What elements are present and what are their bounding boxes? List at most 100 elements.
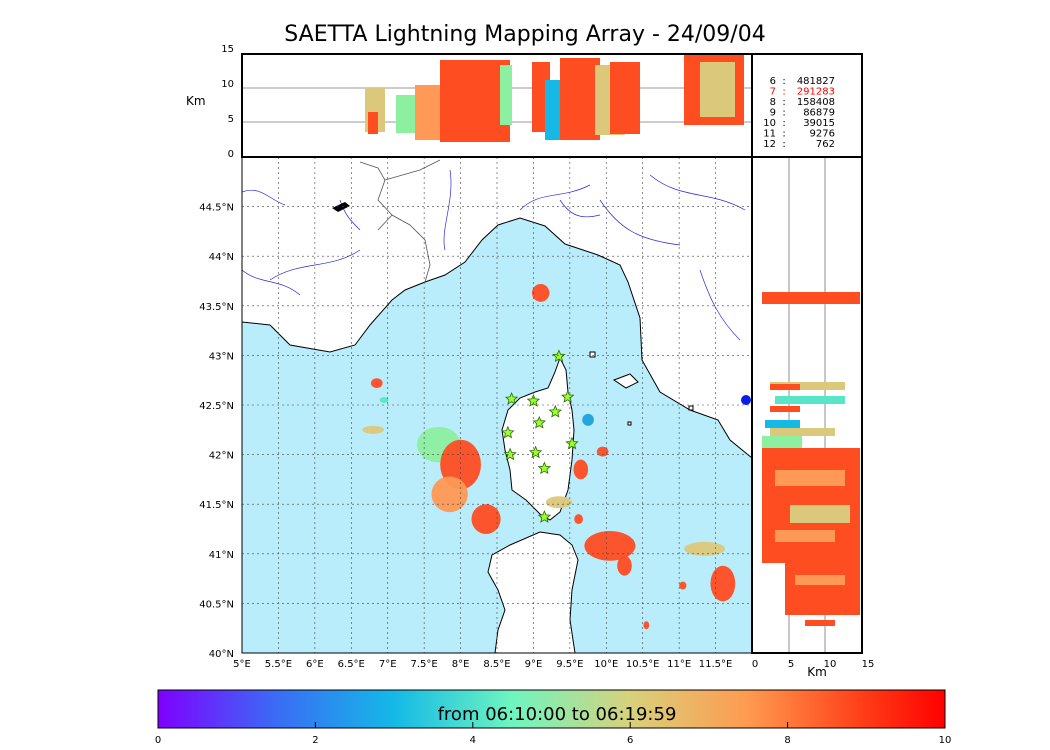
corsica-island: [501, 356, 575, 521]
lon-tick-label: 7°E: [379, 659, 397, 670]
top-ytick-10: 10: [221, 79, 234, 90]
lightning-cluster: [643, 621, 650, 630]
lightning-cluster: [679, 581, 687, 590]
station-star: [501, 425, 515, 439]
station-star: [561, 390, 575, 403]
count-value: 39015: [803, 118, 835, 129]
sardinia-island: [487, 531, 579, 653]
chart-title: SAETTA Lightning Mapping Array - 24/09/0…: [284, 22, 766, 47]
station-star: [532, 415, 547, 429]
count-label: 12: [763, 139, 776, 150]
lightning-cluster: [596, 446, 609, 457]
lat-tick-label: 43.5°N: [199, 302, 234, 313]
lightning-cluster: [574, 514, 583, 525]
top-ytick-15: 15: [221, 44, 234, 55]
map-panel: [241, 156, 753, 654]
count-value: 291283: [797, 87, 835, 98]
colorbar-ticks: 0 2 4 6 8 10: [155, 722, 952, 746]
top-ytick-0: 0: [228, 149, 234, 160]
lon-tick-label: 9°E: [525, 659, 543, 670]
lightning-clusters: [362, 283, 736, 630]
lon-tick-label: 8.5°E: [483, 659, 510, 670]
count-sep: :: [782, 108, 785, 119]
top-ylabel: Km: [186, 94, 206, 108]
lat-tick-label: 41.5°N: [199, 500, 234, 511]
lightning-cluster: [362, 425, 385, 434]
colorbar-tick-label: 6: [627, 735, 633, 746]
right-altitude-clusters: [762, 292, 860, 626]
top-ytick-5: 5: [228, 114, 234, 125]
colorbar: from 06:10:00 to 06:19:59 0 2 4 6 8 10: [155, 689, 952, 746]
count-sep: :: [782, 139, 785, 150]
lightning-cluster: [582, 413, 594, 426]
count-value: 9276: [810, 129, 835, 140]
station-star: [504, 391, 519, 405]
colorbar-tick-label: 10: [939, 735, 952, 746]
lon-tick-label: 5.5°E: [265, 659, 292, 670]
count-label: 10: [763, 118, 776, 129]
top-altitude-clusters: [365, 55, 744, 142]
count-label: 9: [770, 108, 776, 119]
lightning-cluster: [379, 397, 389, 404]
lat-tick-label: 42°N: [209, 451, 234, 462]
lightning-cluster: [584, 530, 636, 561]
lon-tick-label: 6.5°E: [338, 659, 365, 670]
lon-tick-label: 8°E: [452, 659, 470, 670]
right-xtick-10: 10: [824, 659, 837, 670]
rivers: [242, 169, 746, 341]
right-xtick-5: 5: [788, 659, 794, 670]
count-label: 6: [770, 76, 776, 87]
right-altitude-panel: [751, 156, 863, 654]
lon-tick-label: 11°E: [667, 659, 691, 670]
lightning-cluster: [617, 555, 632, 576]
elba-island: [612, 373, 639, 389]
count-value: 158408: [797, 97, 835, 108]
right-xtick-15: 15: [862, 659, 875, 670]
count-label: 11: [763, 129, 776, 140]
counts-list: 6: 481827 7: 291283 8: 158408 9: 86879 10: 39015 1…: [763, 76, 835, 150]
count-sep: :: [782, 97, 785, 108]
lon-tick-label: 9.5°E: [556, 659, 583, 670]
lat-tick-label: 43°N: [209, 351, 234, 362]
lat-tick-label: 44°N: [209, 252, 234, 263]
count-value: 481827: [797, 76, 835, 87]
count-label: 7: [770, 87, 776, 98]
station-markers: [501, 349, 579, 523]
top-altitude-panel: [241, 53, 753, 158]
lat-tick-label: 42.5°N: [199, 401, 234, 412]
count-value: 762: [816, 139, 835, 150]
count-sep: :: [782, 87, 785, 98]
lightning-cluster: [471, 504, 501, 534]
map-grid: [242, 157, 752, 653]
count-label: 8: [770, 97, 776, 108]
lightning-cluster: [684, 541, 726, 556]
colorbar-tick-label: 0: [155, 735, 161, 746]
lightning-cluster: [710, 565, 736, 602]
colorbar-tick-label: 4: [470, 735, 476, 746]
count-sep: :: [782, 129, 785, 140]
lat-tick-label: 44.5°N: [199, 203, 234, 214]
lon-tick-label: 10.5°E: [626, 659, 660, 670]
station-star: [548, 404, 562, 418]
lon-tick-label: 5°E: [233, 659, 251, 670]
lat-tick-label: 40°N: [209, 649, 234, 660]
lightning-cluster: [370, 378, 383, 389]
lightning-cluster: [545, 496, 573, 509]
lon-tick-label: 6°E: [306, 659, 324, 670]
right-xtick-0: 0: [752, 659, 758, 670]
lon-tick-label: 7.5°E: [411, 659, 438, 670]
lightning-cluster: [573, 459, 589, 480]
lightning-cluster: [431, 476, 468, 513]
count-sep: :: [782, 118, 785, 129]
colorbar-tick-label: 8: [784, 735, 790, 746]
lon-tick-label: 11.5°E: [699, 659, 733, 670]
map-lat-ticks: 40°N 40.5°N 41°N 41.5°N 42°N 42.5°N 43°N 43.5°N…: [199, 203, 234, 660]
count-value: 86879: [803, 108, 835, 119]
lat-tick-label: 41°N: [209, 550, 234, 561]
map-lon-ticks: 5°E 5.5°E 6°E 6.5°E 7°E 7.5°E 8°E 8.5°E 9°E 9.5°E…: [233, 659, 732, 670]
station-star: [565, 436, 579, 450]
lat-tick-label: 40.5°N: [199, 599, 234, 610]
blue-marker: [741, 395, 751, 405]
colorbar-label: from 06:10:00 to 06:19:59: [438, 704, 677, 725]
